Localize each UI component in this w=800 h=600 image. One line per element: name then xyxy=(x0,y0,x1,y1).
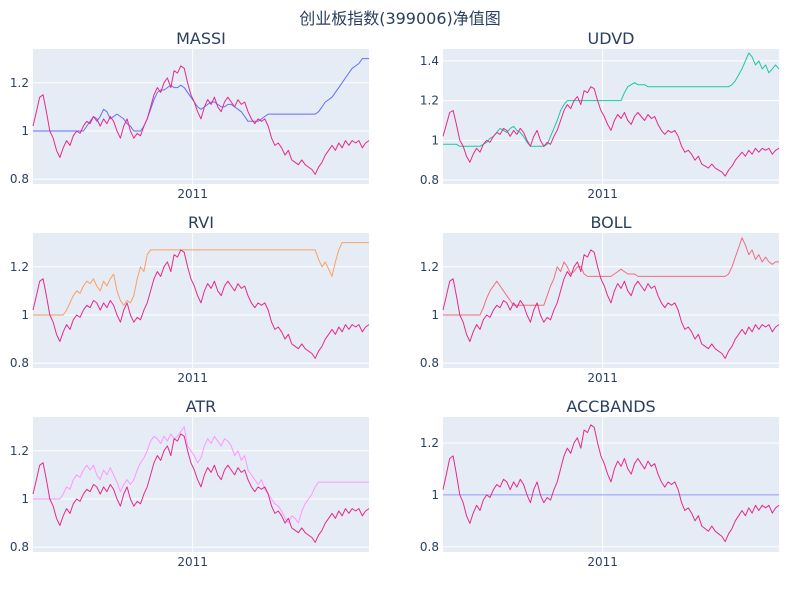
series-line-nav xyxy=(32,433,370,543)
series-line-nav xyxy=(32,249,370,359)
subplot-grid: 0.8 1 1.2 2011 MASSI 0.8 1 1.2 1.4 2011 UDVD 0.8 1 1.… xyxy=(10,29,780,569)
y-tick-label: 1 xyxy=(431,308,439,322)
subplot-atr: 0.8 1 1.2 2011 ATR xyxy=(10,397,370,569)
y-tick-label: 1.4 xyxy=(420,54,439,68)
subplot-massi: 0.8 1 1.2 2011 MASSI xyxy=(10,29,370,201)
plot-area xyxy=(443,417,779,552)
figure-title: 创业板指数(399006)净值图 xyxy=(299,9,501,28)
subplot-udvd: 0.8 1 1.2 1.4 2011 UDVD xyxy=(420,29,780,201)
y-tick-label: 0.8 xyxy=(10,172,29,186)
y-tick-label: 1 xyxy=(21,124,29,138)
y-tick-label: 0.8 xyxy=(420,540,439,554)
y-tick-label: 0.8 xyxy=(10,540,29,554)
subplot-accbands: 0.8 1 1.2 2011 ACCBANDS xyxy=(420,397,780,569)
series-line-nav xyxy=(442,249,780,359)
y-tick-label: 1.2 xyxy=(420,94,439,108)
subplot-boll: 0.8 1 1.2 2011 BOLL xyxy=(420,213,780,385)
y-tick-label: 0.8 xyxy=(420,356,439,370)
plot-area xyxy=(33,233,369,368)
y-tick-label: 1.2 xyxy=(420,436,439,450)
x-tick-label: 2011 xyxy=(587,555,618,569)
plot-area xyxy=(443,233,779,368)
y-tick-label: 0.8 xyxy=(420,173,439,187)
subplot-rvi: 0.8 1 1.2 2011 RVI xyxy=(10,213,370,385)
series-line-atr xyxy=(33,426,369,524)
series-line-boll xyxy=(443,237,779,316)
series-line-rvi xyxy=(33,242,369,316)
subplot-title: UDVD xyxy=(587,29,634,48)
y-tick-label: 1 xyxy=(431,133,439,147)
series-line-udvd xyxy=(443,52,780,147)
series-line-nav xyxy=(442,424,780,543)
plot-area xyxy=(443,49,779,184)
subplot-title: BOLL xyxy=(590,213,631,232)
x-tick-label: 2011 xyxy=(177,371,208,385)
y-tick-label: 1 xyxy=(21,308,29,322)
y-tick-label: 1 xyxy=(21,492,29,506)
plot-area xyxy=(33,417,369,552)
x-tick-label: 2011 xyxy=(177,555,208,569)
y-tick-label: 1.2 xyxy=(10,76,29,90)
subplot-title: ATR xyxy=(186,397,217,416)
y-tick-label: 1 xyxy=(431,488,439,502)
subplot-title: ACCBANDS xyxy=(566,397,655,416)
subplot-title: MASSI xyxy=(176,29,226,48)
subplot-title: RVI xyxy=(188,213,214,232)
y-tick-label: 1.2 xyxy=(420,260,439,274)
x-tick-label: 2011 xyxy=(177,187,208,201)
series-line-nav xyxy=(442,86,780,177)
series-line-nav xyxy=(32,65,370,175)
y-tick-label: 0.8 xyxy=(10,356,29,370)
y-tick-label: 1.2 xyxy=(10,260,29,274)
plot-area xyxy=(33,49,369,184)
y-tick-label: 1.2 xyxy=(10,444,29,458)
x-tick-label: 2011 xyxy=(587,371,618,385)
x-tick-label: 2011 xyxy=(587,187,618,201)
